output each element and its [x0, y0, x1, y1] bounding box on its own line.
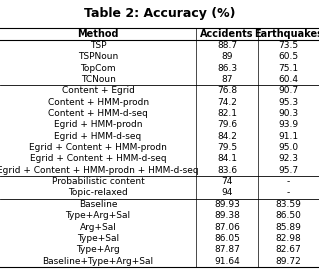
Text: Egrid + Content + HMM-prodn + HMM-d-seq: Egrid + Content + HMM-prodn + HMM-d-seq: [0, 166, 199, 175]
Text: 93.9: 93.9: [278, 120, 299, 129]
Text: 95.0: 95.0: [278, 143, 299, 152]
Text: Content + Egrid: Content + Egrid: [62, 86, 135, 95]
Text: 82.67: 82.67: [276, 245, 301, 254]
Text: 79.5: 79.5: [217, 143, 237, 152]
Text: 90.7: 90.7: [278, 86, 299, 95]
Text: 73.5: 73.5: [278, 41, 299, 50]
Text: 95.7: 95.7: [278, 166, 299, 175]
Text: 91.1: 91.1: [278, 132, 299, 141]
Text: 74: 74: [221, 177, 233, 186]
Text: 86.3: 86.3: [217, 64, 237, 73]
Text: TCNoun: TCNoun: [81, 75, 115, 84]
Text: Baseline: Baseline: [79, 200, 117, 209]
Text: 87.87: 87.87: [214, 245, 240, 254]
Text: Table 2: Accuracy (%): Table 2: Accuracy (%): [84, 7, 235, 20]
Text: 87.06: 87.06: [214, 222, 240, 231]
Text: Content + HMM-prodn: Content + HMM-prodn: [48, 98, 149, 107]
Text: TopCom: TopCom: [80, 64, 116, 73]
Text: Probabilistic content: Probabilistic content: [52, 177, 145, 186]
Text: 76.8: 76.8: [217, 86, 237, 95]
Text: Baseline+Type+Arg+Sal: Baseline+Type+Arg+Sal: [42, 256, 154, 266]
Text: 75.1: 75.1: [278, 64, 299, 73]
Text: 79.6: 79.6: [217, 120, 237, 129]
Text: Method: Method: [77, 29, 119, 39]
Text: Egrid + HMM-d-seq: Egrid + HMM-d-seq: [55, 132, 142, 141]
Text: Accidents: Accidents: [200, 29, 254, 39]
Text: 84.2: 84.2: [217, 132, 237, 141]
Text: 89.38: 89.38: [214, 211, 240, 220]
Text: 84.1: 84.1: [217, 154, 237, 163]
Text: 95.3: 95.3: [278, 98, 299, 107]
Text: 60.4: 60.4: [278, 75, 298, 84]
Text: 83.6: 83.6: [217, 166, 237, 175]
Text: Type+Sal: Type+Sal: [77, 234, 119, 243]
Text: 74.2: 74.2: [217, 98, 237, 107]
Text: Content + HMM-d-seq: Content + HMM-d-seq: [48, 109, 148, 118]
Text: 92.3: 92.3: [278, 154, 298, 163]
Text: Earthquakes: Earthquakes: [254, 29, 319, 39]
Text: 82.1: 82.1: [217, 109, 237, 118]
Text: 85.89: 85.89: [275, 222, 301, 231]
Text: Arg+Sal: Arg+Sal: [80, 222, 116, 231]
Text: 83.59: 83.59: [275, 200, 301, 209]
Text: TSP: TSP: [90, 41, 106, 50]
Text: 91.64: 91.64: [214, 256, 240, 266]
Text: 89.72: 89.72: [276, 256, 301, 266]
Text: Type+Arg+Sal: Type+Arg+Sal: [65, 211, 131, 220]
Text: Topic-relaxed: Topic-relaxed: [68, 188, 128, 197]
Text: 89.93: 89.93: [214, 200, 240, 209]
Text: Egrid + HMM-prodn: Egrid + HMM-prodn: [54, 120, 142, 129]
Text: 94: 94: [221, 188, 233, 197]
Text: 89: 89: [221, 52, 233, 61]
Text: 88.7: 88.7: [217, 41, 237, 50]
Text: TSPNoun: TSPNoun: [78, 52, 118, 61]
Text: -: -: [287, 188, 290, 197]
Text: 60.5: 60.5: [278, 52, 299, 61]
Text: 87: 87: [221, 75, 233, 84]
Text: 86.50: 86.50: [275, 211, 301, 220]
Text: Type+Arg: Type+Arg: [76, 245, 120, 254]
Text: 82.98: 82.98: [276, 234, 301, 243]
Text: Egrid + Content + HMM-prodn: Egrid + Content + HMM-prodn: [29, 143, 167, 152]
Text: -: -: [287, 177, 290, 186]
Text: 86.05: 86.05: [214, 234, 240, 243]
Text: Egrid + Content + HMM-d-seq: Egrid + Content + HMM-d-seq: [30, 154, 167, 163]
Text: 90.3: 90.3: [278, 109, 299, 118]
